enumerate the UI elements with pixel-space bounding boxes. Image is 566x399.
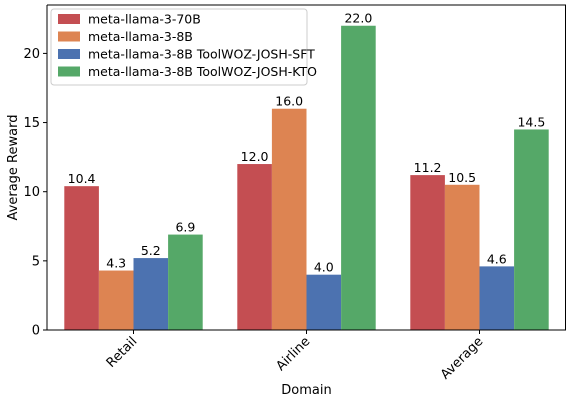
legend-swatch bbox=[58, 66, 80, 77]
bar bbox=[306, 274, 342, 330]
bar bbox=[514, 129, 549, 330]
legend-swatch bbox=[58, 31, 80, 42]
y-tick-label: 15 bbox=[23, 116, 40, 131]
bar bbox=[168, 234, 203, 330]
legend-item-label: meta-llama-3-70B bbox=[88, 12, 201, 27]
legend-item-label: meta-llama-3-8B ToolWOZ-JOSH-SFT bbox=[88, 47, 315, 62]
bar-value-label: 6.9 bbox=[175, 220, 195, 235]
x-tick-label: Average bbox=[438, 334, 486, 382]
bar-value-label: 14.5 bbox=[517, 114, 545, 129]
bar-value-label: 4.6 bbox=[487, 251, 507, 266]
bar-value-label: 11.2 bbox=[414, 160, 442, 175]
bar-value-label: 4.3 bbox=[106, 256, 126, 271]
bar-value-label: 4.0 bbox=[314, 260, 334, 275]
legend-item-label: meta-llama-3-8B bbox=[88, 29, 193, 44]
y-tick-label: 10 bbox=[23, 185, 40, 200]
bar-value-label: 10.4 bbox=[68, 171, 96, 186]
bar bbox=[271, 108, 307, 330]
x-axis-ticks: Retail Airline Average bbox=[104, 330, 486, 383]
bar bbox=[98, 270, 134, 330]
bar-value-label: 5.2 bbox=[141, 243, 161, 258]
legend: meta-llama-3-70B meta-llama-3-8B meta-llam… bbox=[50, 8, 317, 86]
bar bbox=[410, 175, 445, 330]
y-tick-label: 5 bbox=[32, 254, 40, 269]
y-tick-label: 20 bbox=[23, 47, 40, 62]
legend-item-label: meta-llama-3-8B ToolWOZ-JOSH-KTO bbox=[88, 64, 317, 79]
bars-layer: 10.4 4.3 5.2 6.9 12.0 16.0 4.0 22.0 11.2 10.5 4.6 1… bbox=[64, 11, 549, 330]
bar-value-label: 10.5 bbox=[448, 170, 476, 185]
bar bbox=[479, 266, 515, 330]
bar bbox=[444, 184, 480, 330]
bar bbox=[341, 25, 376, 330]
bar bbox=[64, 186, 99, 330]
x-axis-label: Domain bbox=[281, 383, 331, 398]
bar bbox=[133, 258, 169, 330]
y-axis-ticks: 0 5 10 15 20 bbox=[23, 47, 47, 339]
legend-swatch bbox=[58, 14, 80, 24]
bar-value-label: 22.0 bbox=[344, 11, 372, 26]
y-axis-label: Average Reward bbox=[6, 115, 21, 221]
bar-value-label: 16.0 bbox=[275, 94, 303, 109]
y-tick-label: 0 bbox=[32, 324, 40, 339]
x-tick-label: Airline bbox=[274, 334, 314, 374]
bar-value-label: 12.0 bbox=[241, 149, 269, 164]
bar bbox=[237, 164, 272, 330]
x-tick-label: Retail bbox=[104, 334, 141, 371]
legend-swatch bbox=[58, 49, 80, 59]
legend-box bbox=[50, 8, 308, 86]
